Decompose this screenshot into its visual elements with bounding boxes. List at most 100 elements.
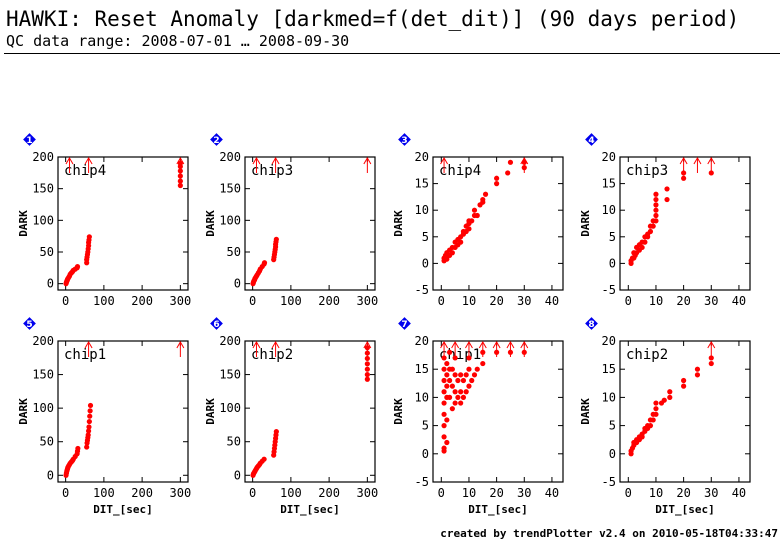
chip-label: chip2	[251, 347, 293, 363]
y-tick-label: -5	[415, 475, 429, 489]
y-tick-label: 20	[415, 150, 429, 164]
offscale-arrowhead	[84, 157, 93, 165]
chart-panel-6: 6 0 50 100 150 200 0 100 200 300 DARK DIT_[sec] chip…	[204, 317, 378, 516]
data-point	[480, 360, 486, 367]
y-tick-label: 5	[609, 230, 616, 244]
offscale-arrowhead	[451, 341, 460, 349]
x-tick-label: 0	[249, 294, 256, 308]
y-tick-label: 15	[602, 362, 616, 376]
data-point	[273, 236, 279, 242]
data-point	[86, 234, 92, 240]
offscale-arrowhead	[271, 341, 280, 349]
offscale-arrowhead	[440, 341, 448, 349]
x-tick-label: 0	[625, 294, 632, 308]
title-divider	[4, 53, 780, 54]
data-point	[653, 202, 659, 208]
badge-diamond	[23, 133, 36, 146]
data-point	[446, 377, 453, 384]
data-point	[507, 159, 514, 165]
offscale-arrowhead	[679, 157, 688, 165]
panel-number-badge: 4	[585, 133, 598, 146]
data-point	[708, 355, 714, 361]
data-point	[639, 244, 645, 251]
y-tick-label: 50	[227, 245, 241, 259]
y-tick-label: 0	[422, 447, 429, 461]
data-point	[650, 417, 656, 423]
data-point	[86, 424, 92, 430]
offscale-arrowhead	[363, 157, 372, 165]
y-tick-label: 50	[40, 435, 54, 449]
y-tick-label: 0	[609, 447, 616, 461]
x-tick-label: 200	[318, 294, 340, 308]
data-point	[444, 256, 450, 262]
y-tick-label: -5	[602, 475, 616, 489]
badge-number: 7	[401, 320, 407, 330]
data-point	[444, 360, 450, 367]
badge-number: 6	[213, 320, 219, 330]
data-point	[458, 372, 464, 378]
offscale-arrowhead	[176, 341, 185, 349]
footer-credit: created by trendPlotter v2.4 on 2010-05-…	[440, 527, 778, 540]
chart-panel-4: 4 -5 0 5 10 15 20 0 10 20 30 40 DARK chip3	[579, 133, 751, 308]
data-point	[466, 355, 472, 361]
data-point	[469, 377, 475, 384]
y-tick-label: 10	[415, 390, 429, 404]
data-point	[650, 223, 656, 229]
x-tick-label: 0	[249, 486, 256, 500]
x-tick-label: 30	[517, 486, 531, 500]
data-point	[86, 418, 92, 425]
offscale-arrowhead	[478, 341, 487, 349]
panel-number-badge: 6	[210, 317, 223, 330]
x-tick-label: 0	[438, 486, 445, 500]
panel-number-badge: 8	[585, 317, 598, 330]
x-tick-label: 10	[462, 486, 476, 500]
data-point	[642, 239, 648, 245]
data-point	[466, 366, 472, 372]
data-point	[463, 389, 469, 395]
x-tick-label: 300	[357, 486, 379, 500]
y-tick-label: 200	[219, 334, 241, 348]
badge-number: 3	[401, 136, 407, 146]
y-tick-label: 0	[234, 277, 241, 291]
offscale-arrowhead	[707, 341, 716, 349]
y-tick-label: 15	[415, 177, 429, 191]
badge-diamond	[210, 317, 223, 330]
y-axis-label: DARK	[17, 398, 30, 425]
chart-panel-7: 7 -5 0 5 10 15 20 0 10 20 30 40 DARK DIT_[sec] chip1	[392, 317, 564, 516]
y-tick-label: 150	[32, 368, 54, 382]
data-point	[661, 397, 667, 403]
x-tick-label: 0	[625, 486, 632, 500]
data-point	[480, 196, 486, 203]
data-point	[449, 383, 455, 389]
y-tick-label: 200	[32, 334, 54, 348]
panel-number-badge: 2	[210, 133, 223, 146]
data-point	[85, 432, 91, 438]
x-tick-label: 10	[649, 486, 663, 500]
panel-number-badge: 3	[398, 133, 411, 146]
plot-frame	[244, 156, 376, 291]
x-tick-label: 100	[93, 294, 115, 308]
chart-panel-8: 8 -5 0 5 10 15 20 0 10 20 30 40 DARK DIT_[sec] chip2	[579, 317, 751, 516]
y-tick-label: 10	[415, 203, 429, 217]
offscale-arrowhead	[520, 157, 529, 165]
x-axis-label: DIT_[sec]	[93, 503, 153, 516]
panel-number-badge: 1	[23, 133, 36, 146]
data-point	[85, 428, 92, 434]
data-point	[694, 372, 701, 378]
x-tick-label: 40	[545, 486, 559, 500]
data-point	[87, 413, 93, 419]
data-point	[458, 389, 464, 395]
data-point	[505, 170, 511, 176]
data-point	[653, 400, 659, 406]
x-axis-label: DIT_[sec]	[280, 503, 340, 516]
data-point	[177, 182, 183, 189]
data-point	[452, 372, 458, 378]
x-tick-label: 40	[732, 294, 746, 308]
data-point	[460, 377, 467, 384]
chart-panel-2: 2 0 50 100 150 200 0 100 200 300 DARK chip3	[204, 133, 378, 308]
data-point	[364, 355, 370, 362]
chip-label: chip1	[439, 347, 481, 363]
data-point	[463, 372, 469, 378]
offscale-arrowhead	[176, 157, 185, 165]
